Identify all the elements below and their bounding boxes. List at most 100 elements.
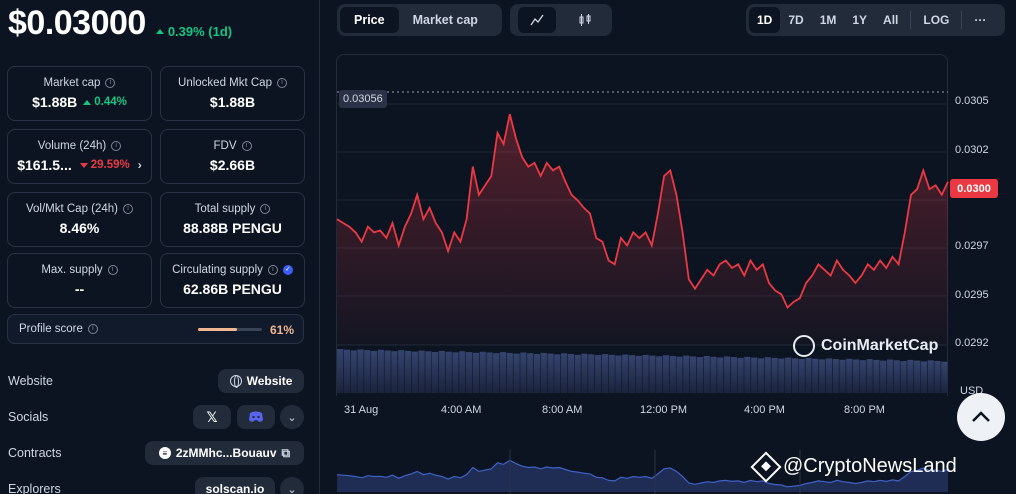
fdv-label: FDV — [213, 140, 237, 152]
x-axis-label: 4:00 PM — [744, 404, 785, 416]
volume-bar — [337, 349, 344, 393]
x-twitter-button[interactable]: 𝕏 — [193, 405, 231, 429]
volume-bar — [622, 354, 629, 393]
volume-bar — [737, 357, 744, 393]
y-axis-label: 0.0302 — [955, 144, 989, 156]
x-logo-icon: 𝕏 — [206, 408, 218, 425]
total-supply-card[interactable]: Total supply i 88.88B PENGU — [160, 192, 305, 247]
volume-bar — [398, 350, 405, 393]
volume-bar — [561, 353, 568, 393]
volume-bar — [853, 359, 860, 393]
price-header: $0.03000 0.39% (1d) — [8, 4, 232, 43]
vol-mkt-cap-card[interactable]: Vol/Mkt Cap (24h) i 8.46% — [7, 192, 152, 247]
volume-bar — [574, 354, 581, 394]
tab-price[interactable]: Price — [340, 7, 399, 33]
volume-bar — [880, 360, 887, 393]
info-icon[interactable]: i — [267, 265, 278, 275]
volume-bar — [554, 354, 561, 393]
info-icon[interactable]: i — [105, 78, 116, 88]
volume-bar — [343, 349, 350, 393]
market-cap-change: 0.44% — [83, 96, 127, 108]
volume-bar — [452, 352, 459, 393]
volume-bar — [404, 350, 412, 393]
info-icon[interactable]: i — [123, 204, 134, 214]
volume-bar — [941, 361, 948, 393]
volume-bar — [493, 353, 500, 393]
explorer-button-label: solscan.io — [205, 482, 265, 494]
volume-bar — [785, 357, 792, 393]
volume-bar — [771, 357, 778, 393]
info-icon[interactable]: i — [111, 141, 122, 151]
info-icon[interactable]: i — [87, 324, 98, 334]
volume-bar — [676, 356, 683, 393]
candlestick-icon[interactable] — [566, 7, 604, 33]
chevron-down-icon[interactable]: ⌄ — [280, 405, 304, 429]
volume-bar — [370, 350, 378, 393]
volume-bar — [479, 351, 486, 393]
timeframe-all[interactable]: All — [883, 13, 899, 27]
tab-market-cap[interactable]: Market cap — [412, 13, 478, 27]
volume-bar — [866, 359, 873, 393]
chevron-down-icon[interactable]: ⌄ — [280, 477, 304, 494]
diamond-logo-icon — [750, 450, 782, 483]
timeframe-1m[interactable]: 1M — [819, 13, 837, 27]
x-axis-label: 8:00 PM — [844, 404, 885, 416]
chevron-right-icon[interactable]: › — [137, 158, 142, 172]
volume-bar — [669, 356, 676, 393]
x-axis-label: 8:00 AM — [542, 404, 583, 416]
volume-bar — [628, 355, 636, 393]
timeframe-selector: 1D 7D 1M 1Y All LOG ··· — [746, 4, 1005, 36]
copy-icon[interactable]: ⧉ — [281, 445, 291, 460]
info-icon[interactable]: i — [260, 204, 271, 214]
explorer-button[interactable]: solscan.io — [195, 477, 275, 494]
volume-bar — [527, 353, 534, 393]
unlocked-mkt-cap-card[interactable]: Unlocked Mkt Cap i $1.88B — [160, 66, 305, 121]
volume-bar — [649, 355, 656, 393]
volume-bar — [642, 354, 649, 393]
timeframe-1d[interactable]: 1D — [749, 7, 781, 33]
volume-bar — [819, 359, 826, 393]
profile-score-value: 61% — [270, 323, 295, 337]
info-icon[interactable]: i — [276, 78, 287, 88]
volume-bar — [588, 354, 595, 393]
max-supply-card[interactable]: Max. supply i -- — [7, 253, 152, 308]
scroll-to-top-button[interactable] — [957, 393, 1005, 441]
info-icon[interactable]: i — [107, 265, 118, 275]
volume-bar — [445, 351, 452, 393]
volume-bar — [696, 357, 703, 393]
volume-bar — [438, 350, 445, 393]
coinmarketcap-logo-icon — [793, 335, 815, 357]
volume-bar — [751, 357, 758, 393]
timeframe-7d[interactable]: 7D — [788, 13, 804, 27]
log-scale-toggle[interactable]: LOG — [923, 13, 950, 27]
volume-bar — [791, 358, 799, 393]
market-cap-value: $1.88B — [32, 94, 78, 110]
volume-bar — [934, 361, 941, 393]
contract-address-button[interactable]: ≡ 2zMMhc...Bouauv ⧉ — [145, 441, 304, 465]
volume-bar — [859, 360, 866, 393]
volume-bar — [364, 350, 371, 393]
total-supply-label: Total supply — [194, 203, 256, 215]
globe-icon — [229, 375, 242, 388]
volume-bar — [595, 355, 602, 393]
discord-button[interactable] — [237, 405, 275, 429]
verified-icon: ✓ — [282, 265, 293, 275]
volume-bar — [472, 352, 479, 393]
timeframe-1y[interactable]: 1Y — [852, 13, 868, 27]
fdv-card[interactable]: FDV i $2.66B — [160, 129, 305, 184]
website-button[interactable]: Website — [218, 369, 304, 393]
stats-panel: $0.03000 0.39% (1d) Market cap i $1.88B 0… — [0, 0, 320, 494]
circulating-supply-card[interactable]: Circulating supply i ✓ 62.86B PENGU — [160, 253, 305, 308]
volume-bar — [805, 358, 812, 393]
market-cap-card[interactable]: Market cap i $1.88B 0.44% — [7, 66, 152, 121]
unlocked-mkt-cap-label: Unlocked Mkt Cap — [178, 77, 272, 89]
info-icon[interactable]: i — [241, 141, 252, 151]
volume-card[interactable]: Volume (24h) i $161.5... 29.59% › — [7, 129, 152, 184]
volume-bar — [520, 352, 527, 393]
profile-score[interactable]: Profile score i 61% — [7, 314, 304, 344]
volume-bar — [920, 361, 927, 393]
more-options-button[interactable]: ··· — [974, 13, 987, 27]
line-chart-icon[interactable] — [518, 7, 556, 33]
